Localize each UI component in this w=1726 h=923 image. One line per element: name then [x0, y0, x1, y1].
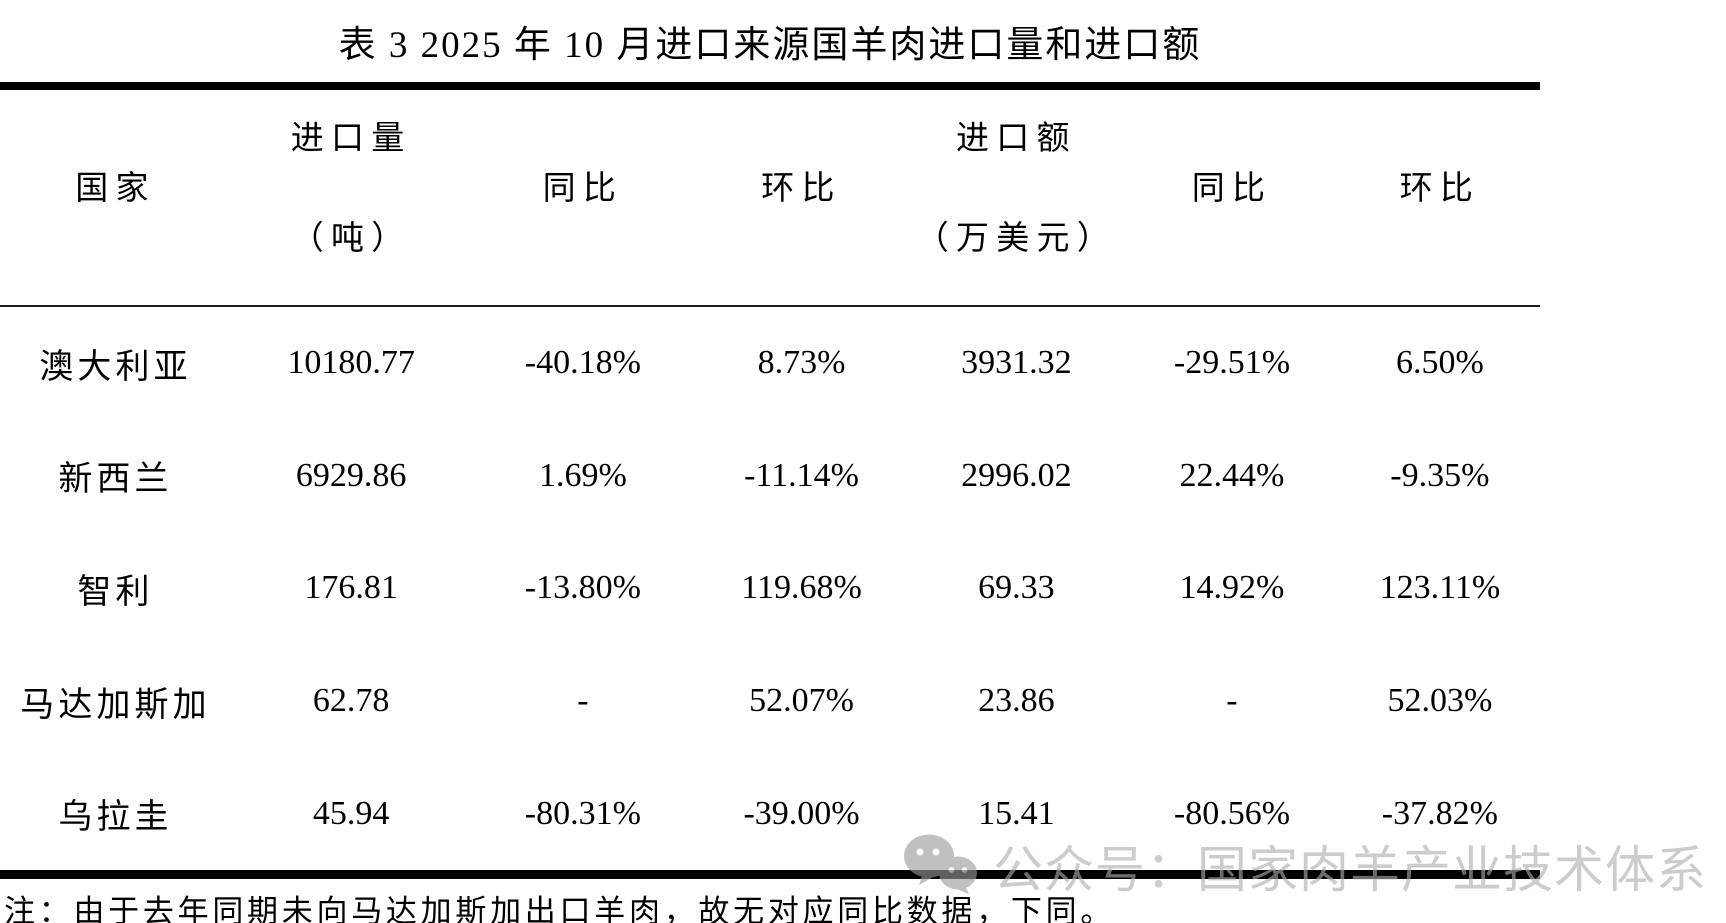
country-cell: 马达加斯加 — [20, 686, 211, 724]
header-value-mom: 环比 — [1340, 90, 1540, 305]
table-cell: 14.92% — [1179, 569, 1285, 607]
table-top-border — [0, 82, 1540, 90]
table-row: 澳大利亚 10180.77 -40.18% 8.73% 3931.32 -29.… — [0, 307, 1540, 420]
header-import-volume: 进口量 （吨） — [231, 90, 471, 305]
table-cell: 3931.32 — [961, 344, 1072, 382]
header-import-value: 进口额 （万美元） — [909, 90, 1125, 305]
header-country: 国家 — [0, 90, 231, 305]
header-label: 环比 — [761, 171, 842, 207]
table-cell: 1.69% — [538, 456, 627, 494]
table-cell: 62.78 — [312, 682, 390, 720]
table-row: 新西兰 6929.86 1.69% -11.14% 2996.02 22.44%… — [0, 420, 1540, 533]
header-label: 同比 — [542, 171, 624, 207]
table-cell: 2996.02 — [961, 456, 1072, 494]
header-divider — [0, 305, 1540, 307]
header-volume-mom: 环比 — [695, 90, 909, 305]
table-cell: 15.41 — [978, 794, 1055, 832]
table-cell: 176.81 — [304, 569, 398, 607]
table-cell: -80.56% — [1173, 794, 1291, 832]
table-cell: 8.73% — [757, 344, 846, 382]
header-label: 国家 — [75, 171, 156, 207]
header-unit: （吨） — [290, 221, 412, 257]
table-cell: -29.51% — [1173, 344, 1291, 382]
header-label: 环比 — [1399, 171, 1481, 207]
table-cell: 119.68% — [741, 569, 862, 607]
table-cell: -13.80% — [524, 569, 641, 607]
table-footnote: 注：由于去年同期未向马达加斯加出口羊肉，故无对应同比数据，下同。 — [4, 893, 1116, 923]
country-cell: 智利 — [77, 573, 154, 611]
table-row: 乌拉圭 45.94 -80.31% -39.00% 15.41 -80.56% … — [0, 757, 1540, 870]
table-cell: 52.03% — [1387, 682, 1493, 720]
import-table: 表 3 2025 年 10 月进口来源国羊肉进口量和进口额 国家 进口量 （吨）… — [0, 25, 1540, 923]
header-volume-yoy: 同比 — [471, 90, 694, 305]
header-label: 进口量 — [290, 121, 412, 157]
header-value-yoy: 同比 — [1124, 90, 1340, 305]
table-cell: - — [577, 682, 589, 720]
table-cell: 69.33 — [978, 569, 1055, 607]
header-unit: （万美元） — [915, 221, 1118, 257]
table-title: 表 3 2025 年 10 月进口来源国羊肉进口量和进口额 — [338, 25, 1202, 66]
country-cell: 新西兰 — [58, 461, 173, 499]
table-cell: 123.11% — [1379, 569, 1501, 607]
header-label: 同比 — [1191, 171, 1273, 207]
table-cell: -9.35% — [1390, 456, 1490, 494]
table-cell: 6.50% — [1395, 344, 1484, 382]
table-row: 马达加斯加 62.78 - 52.07% 23.86 - 52.03% — [0, 645, 1540, 758]
table-cell: 10180.77 — [287, 344, 415, 382]
table-cell: -39.00% — [743, 794, 860, 832]
table-cell: 45.94 — [312, 794, 390, 832]
table-cell: 22.44% — [1179, 456, 1285, 494]
table-cell: -40.18% — [524, 344, 641, 382]
table-header-row: 国家 进口量 （吨） 同比 环比 进口额 （万美元） 同比 — [0, 90, 1540, 305]
table-bottom-border — [0, 869, 1540, 879]
table-cell: -80.31% — [524, 794, 641, 832]
country-cell: 乌拉圭 — [58, 799, 173, 837]
country-cell: 澳大利亚 — [39, 348, 192, 386]
table-row: 智利 176.81 -13.80% 119.68% 69.33 14.92% 1… — [0, 532, 1540, 645]
table-cell: -37.82% — [1381, 794, 1498, 832]
table-cell: 6929.86 — [295, 456, 407, 494]
table-cell: -11.14% — [744, 456, 859, 494]
table-cell: 52.07% — [749, 682, 854, 720]
table-cell: - — [1226, 682, 1238, 720]
table-cell: 23.86 — [978, 682, 1055, 720]
header-label: 进口额 — [955, 121, 1077, 157]
